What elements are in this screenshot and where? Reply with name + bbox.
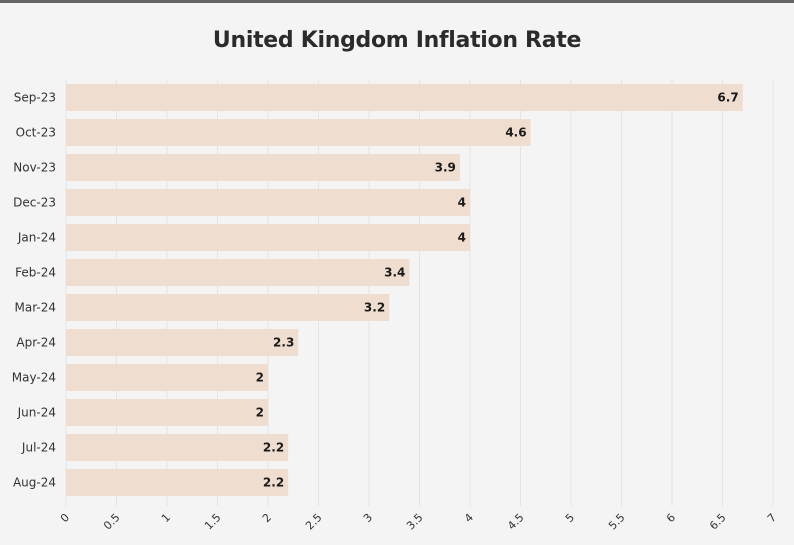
bar	[66, 469, 289, 496]
x-tick-label: 6	[664, 511, 678, 525]
data-label: 4	[458, 231, 466, 245]
data-label: 2	[256, 406, 264, 420]
bar	[66, 189, 470, 216]
data-label: 2.2	[263, 441, 284, 455]
data-label: 3.2	[364, 301, 385, 315]
category-label: Mar-24	[15, 301, 56, 315]
category-label: Jun-24	[17, 406, 56, 420]
data-label: 3.4	[384, 266, 405, 280]
x-tick-label: 1	[159, 511, 173, 525]
data-label: 2	[256, 371, 264, 385]
bar	[66, 119, 531, 146]
bar	[66, 329, 299, 356]
x-tick-label: 4.5	[505, 511, 527, 533]
category-label: Oct-23	[16, 126, 56, 140]
data-label: 4.6	[505, 126, 526, 140]
x-tick-label: 3.5	[404, 511, 426, 533]
x-tick-label: 6.5	[707, 511, 729, 533]
x-tick-label: 2	[260, 511, 274, 525]
data-label: 2.3	[273, 336, 294, 350]
bar	[66, 434, 289, 461]
bar	[66, 399, 268, 426]
bar	[66, 154, 460, 181]
x-tick-label: 2.5	[303, 511, 325, 533]
x-tick-label: 5	[563, 511, 577, 525]
chart-title: United Kingdom Inflation Rate	[212, 28, 582, 53]
x-tick-label: 1.5	[202, 511, 224, 533]
bar	[66, 259, 410, 286]
category-label: Sep-23	[14, 91, 56, 105]
x-tick-label: 3	[361, 511, 375, 525]
category-label: Nov-23	[13, 161, 56, 175]
category-label: Apr-24	[16, 336, 56, 350]
x-tick-label: 0	[58, 511, 72, 525]
data-label: 3.9	[435, 161, 456, 175]
bar	[66, 84, 743, 111]
category-label: Jul-24	[21, 441, 56, 455]
data-label: 4	[458, 196, 466, 210]
x-tick-label: 7	[765, 511, 779, 525]
x-tick-label: 5.5	[606, 511, 628, 533]
x-tick-label: 4	[462, 511, 476, 525]
data-label: 2.2	[263, 476, 284, 490]
data-label: 6.7	[717, 91, 738, 105]
category-label: Jan-24	[17, 231, 56, 245]
bar	[66, 364, 268, 391]
top-border	[0, 0, 794, 3]
bar	[66, 224, 470, 251]
category-label: May-24	[12, 371, 56, 385]
category-label: Feb-24	[15, 266, 56, 280]
x-tick-label: 0.5	[101, 511, 123, 533]
category-label: Dec-23	[13, 196, 56, 210]
category-label: Aug-24	[13, 476, 56, 490]
bar	[66, 294, 390, 321]
